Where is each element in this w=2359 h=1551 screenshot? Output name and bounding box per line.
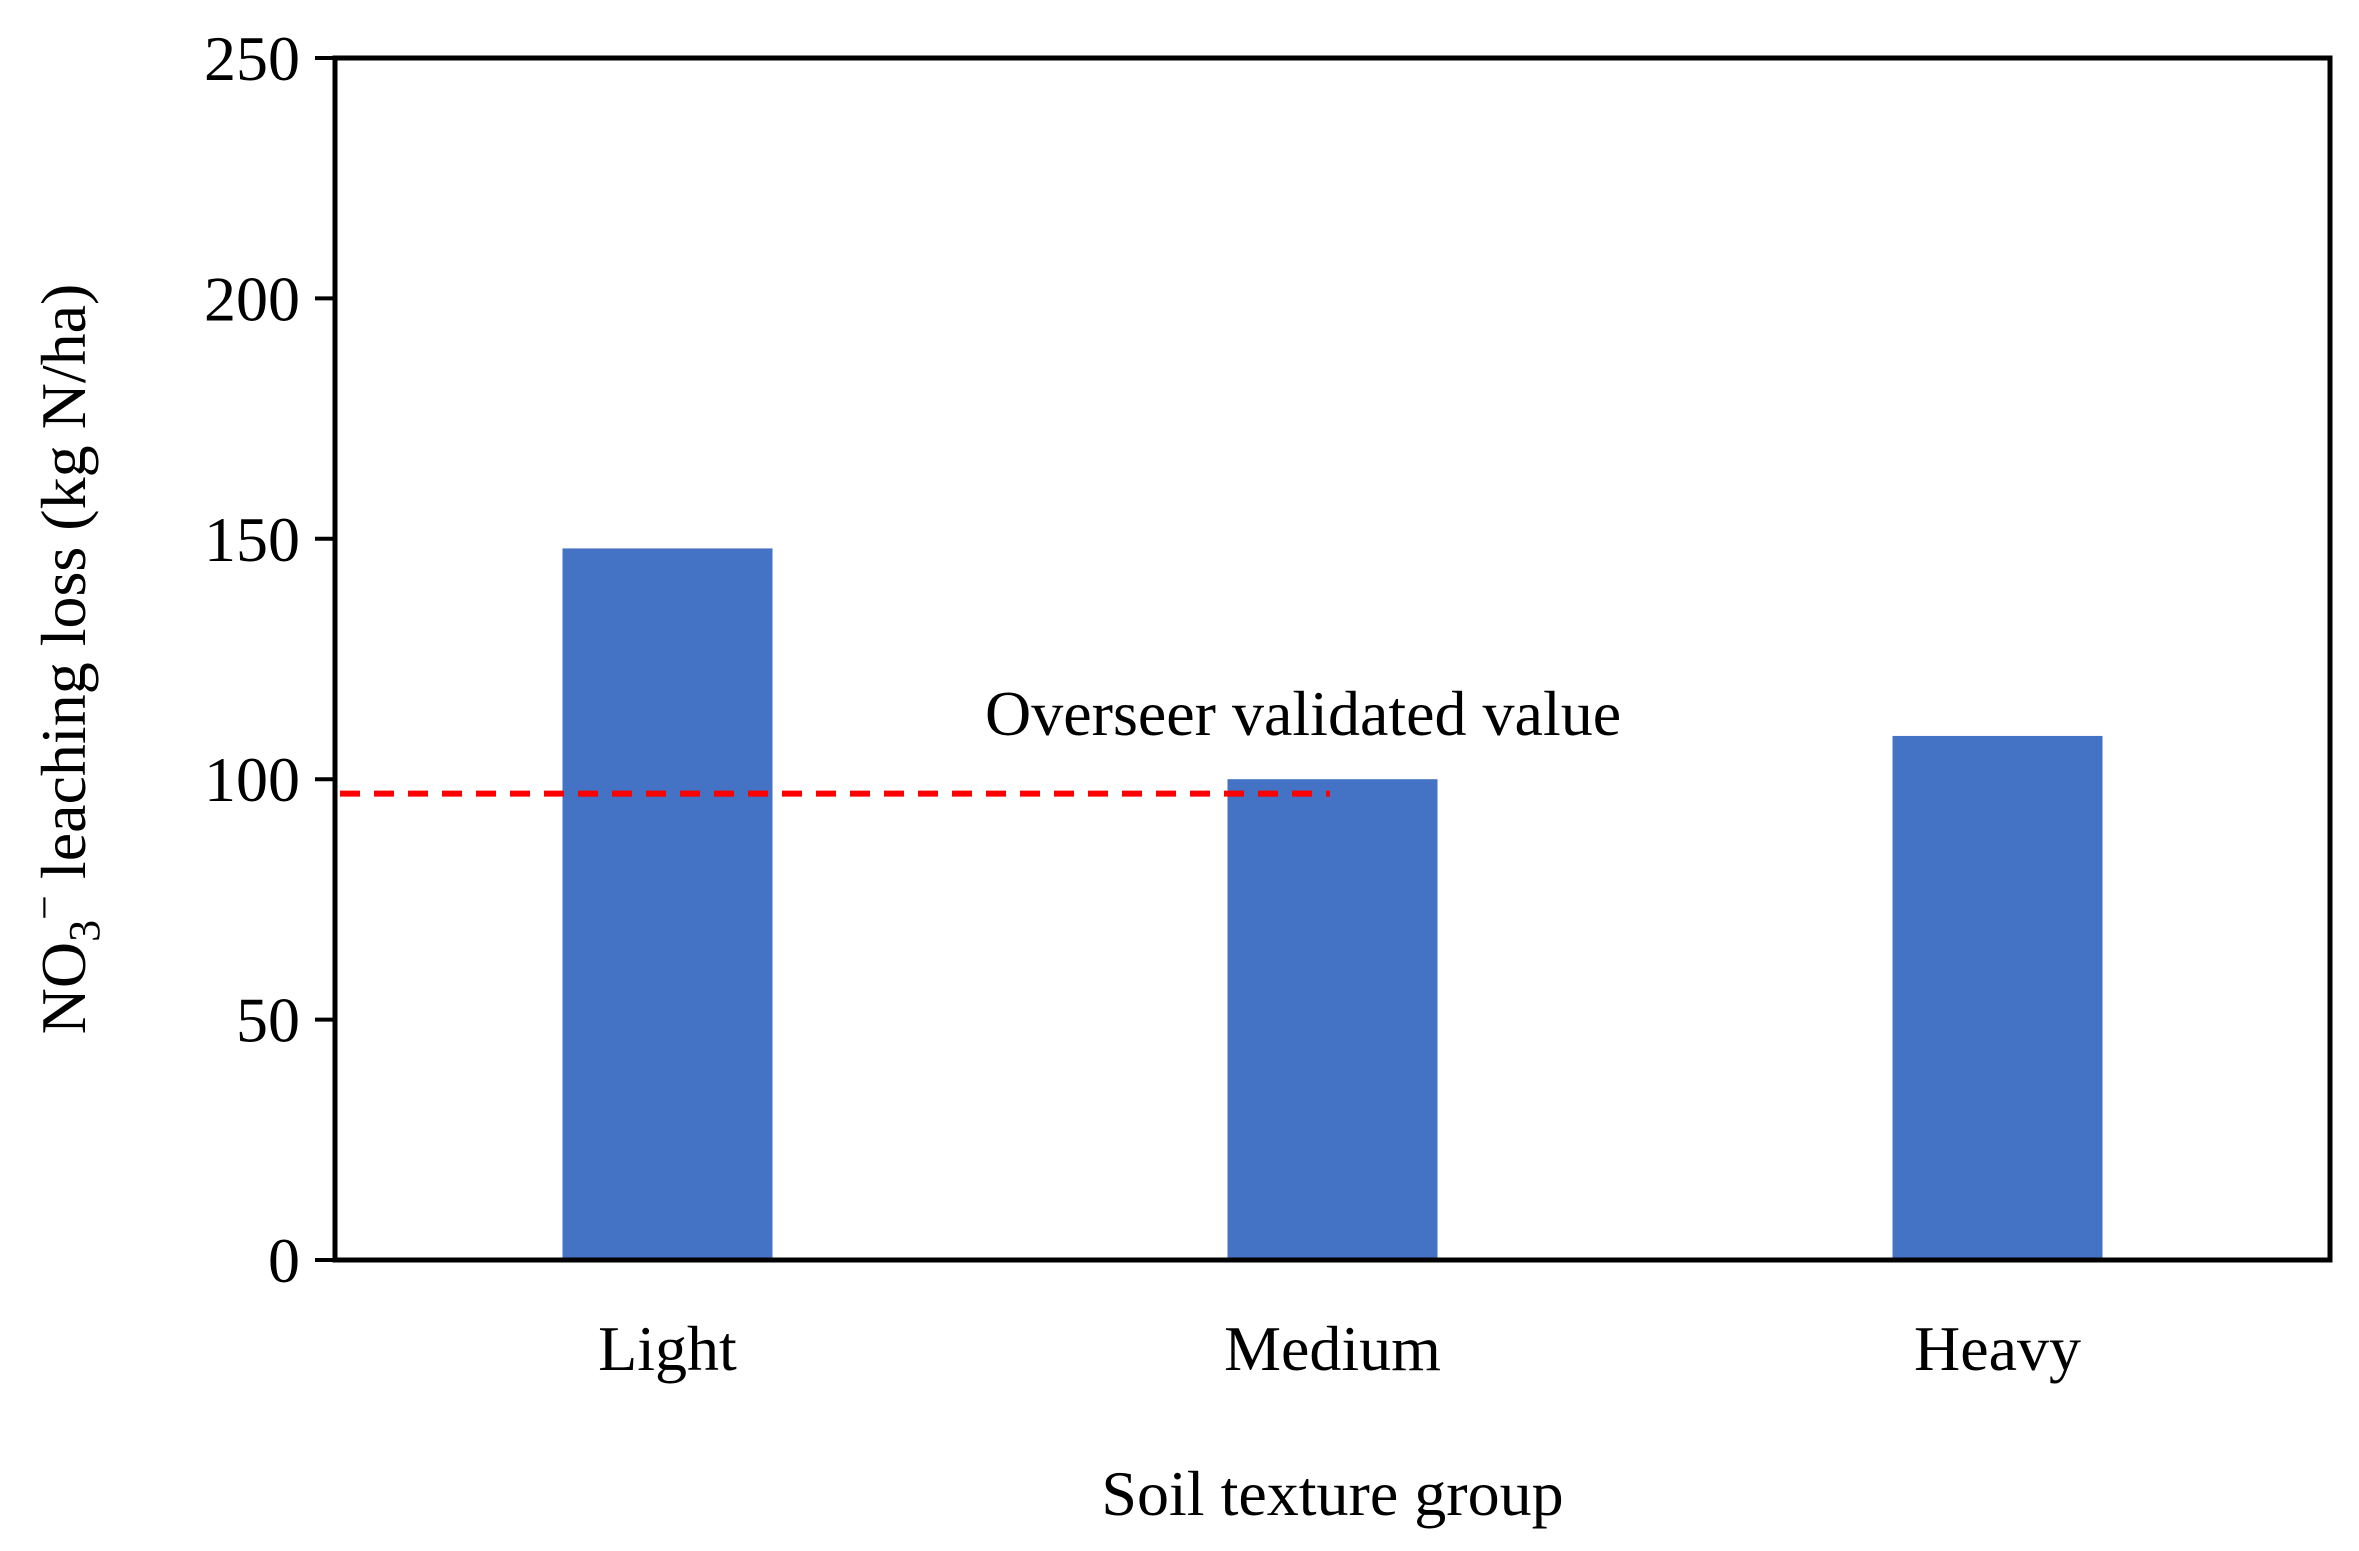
y-tick-label: 150: [204, 504, 300, 575]
x-axis-tick-labels: Light Medium Heavy: [598, 1313, 2081, 1384]
y-axis-label-subscript: 3: [60, 920, 109, 942]
x-tick-label-medium: Medium: [1224, 1313, 1441, 1384]
x-tick-label-heavy: Heavy: [1914, 1313, 2081, 1384]
y-tick-label: 200: [204, 263, 300, 334]
y-tick-label: 50: [236, 985, 300, 1056]
y-axis-label: NO3− leaching loss (kg N/ha): [20, 284, 109, 1035]
bar-heavy: [1892, 735, 2103, 1260]
y-axis-label-prefix: NO: [28, 942, 99, 1034]
y-axis-label-suffix: leaching loss (kg N/ha): [28, 284, 99, 895]
x-axis-label: Soil texture group: [1101, 1458, 1563, 1529]
y-tick-label: 100: [204, 744, 300, 815]
y-axis-ticks: 0 50 100 150 200 250: [204, 23, 335, 1296]
y-tick-label: 0: [268, 1225, 300, 1296]
bar-medium: [1227, 779, 1438, 1260]
plot-area-frame: [332, 55, 2333, 1263]
y-axis-label-superscript: −: [20, 895, 69, 920]
bars-group: [562, 548, 2103, 1260]
x-tick-label-light: Light: [598, 1313, 737, 1384]
reference-line-label: Overseer validated value: [985, 678, 1621, 749]
bar-light: [562, 548, 773, 1260]
y-tick-label: 250: [204, 23, 300, 94]
